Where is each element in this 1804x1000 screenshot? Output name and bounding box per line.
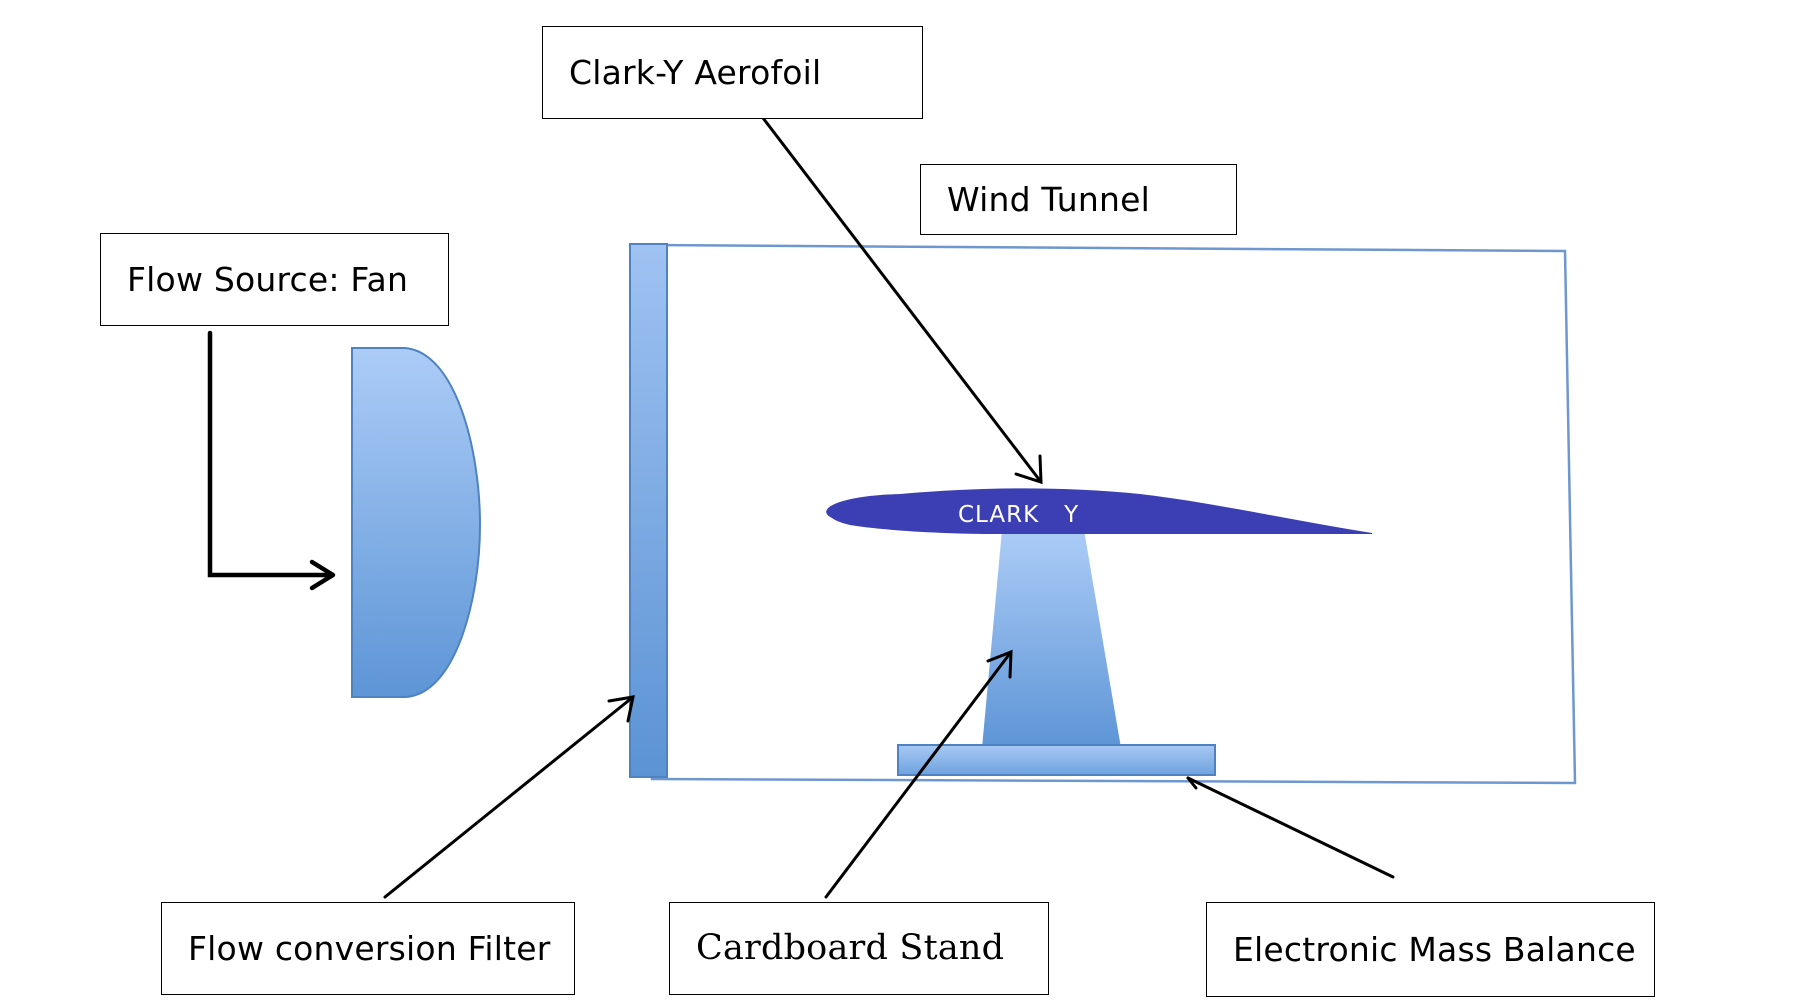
aerofoil-text: CLARK Y — [958, 502, 1079, 528]
clark-y-aerofoil-label: Clark-Y Aerofoil — [569, 53, 822, 92]
wind-tunnel-label: Wind Tunnel — [947, 180, 1150, 219]
clark-y-aerofoil-shape — [826, 488, 1372, 534]
filter-arrow — [383, 695, 635, 899]
flow-conversion-filter-label: Flow conversion Filter — [188, 929, 551, 968]
cardboard-stand-label: Cardboard Stand — [696, 928, 1005, 968]
flow-conversion-filter-shape — [629, 243, 668, 778]
electronic-mass-balance-label-box: Electronic Mass Balance — [1206, 902, 1655, 997]
fan-shape — [351, 347, 482, 698]
clark-y-aerofoil-label-box: Clark-Y Aerofoil — [542, 26, 923, 119]
flow-conversion-filter-label-box: Flow conversion Filter — [161, 902, 575, 995]
cardboard-stand-shape — [982, 530, 1121, 748]
wind-tunnel-label-box: Wind Tunnel — [920, 164, 1237, 235]
cardboard-stand-arrow — [824, 649, 1013, 899]
electronic-mass-balance-shape — [897, 744, 1216, 776]
electronic-mass-balance-label: Electronic Mass Balance — [1233, 930, 1636, 969]
mass-balance-arrow — [1186, 776, 1395, 879]
flow-source-fan-label: Flow Source: Fan — [127, 260, 409, 299]
flow-source-fan-label-box: Flow Source: Fan — [100, 233, 449, 326]
aerofoil-arrow — [761, 116, 1043, 485]
cardboard-stand-label-box: Cardboard Stand — [669, 902, 1049, 995]
fan-arrow — [207, 330, 336, 591]
